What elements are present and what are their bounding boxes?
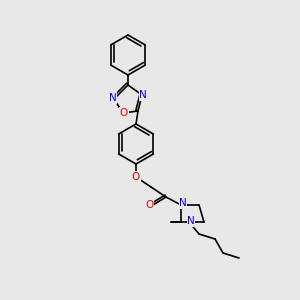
Text: N: N: [139, 90, 147, 100]
Text: O: O: [132, 172, 140, 182]
Text: N: N: [187, 216, 195, 226]
Text: O: O: [145, 200, 153, 210]
Text: O: O: [120, 108, 128, 118]
Text: N: N: [109, 93, 117, 103]
Text: N: N: [179, 198, 187, 208]
